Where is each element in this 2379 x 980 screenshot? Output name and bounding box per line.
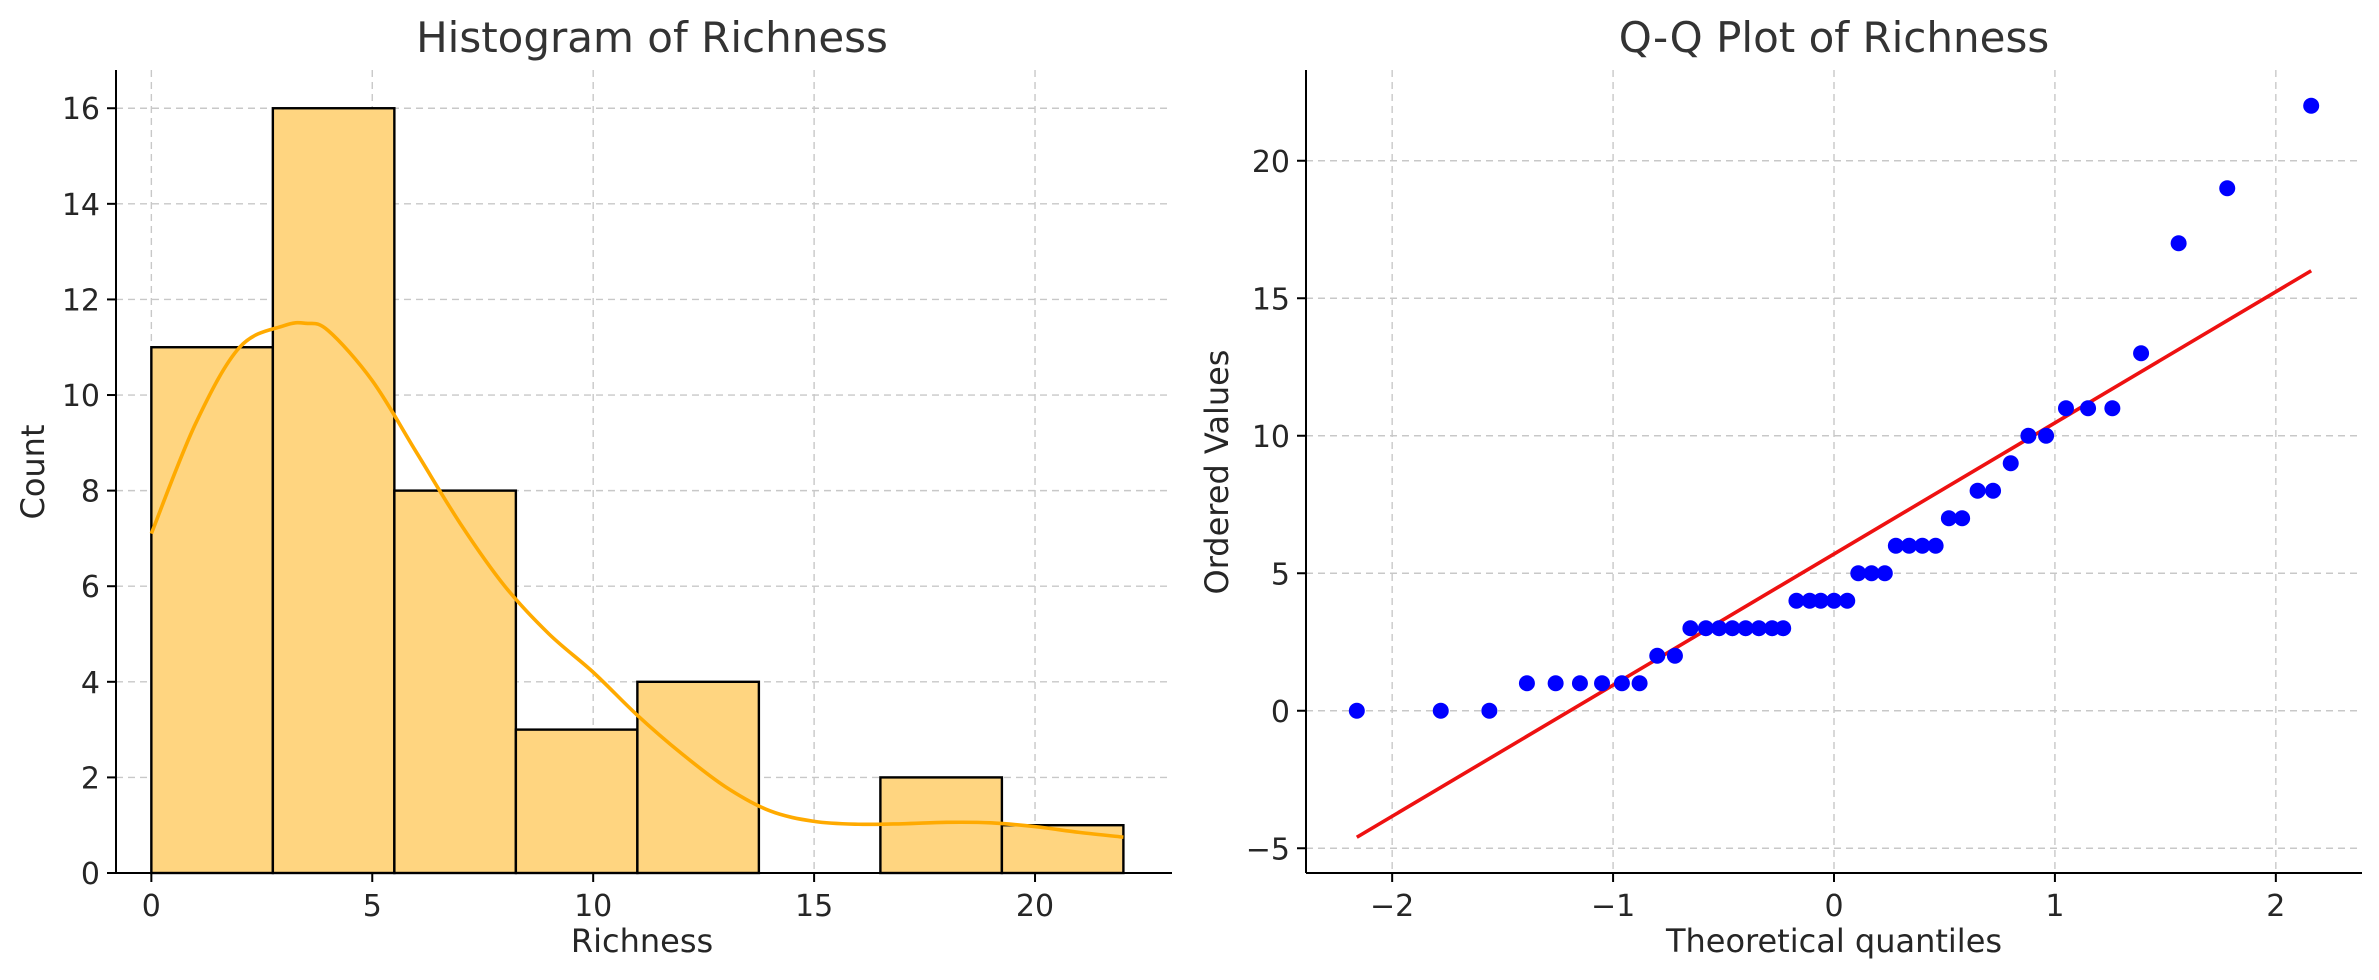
qq-point	[1682, 620, 1699, 637]
qq-plot-panel: Q-Q Plot of Richness −2 −1 0 1 2 −5 0 5 10 15 20 T…	[1198, 13, 2362, 960]
qq-plot-grid	[1306, 70, 2362, 873]
qq-fit-line	[1355, 269, 2313, 839]
histogram-bar	[393, 489, 518, 875]
hist-x-tick-label: 5	[363, 889, 382, 924]
histogram-bar	[271, 107, 396, 875]
qq-point	[1613, 675, 1630, 692]
qq-y-tick-label: 15	[1252, 282, 1290, 317]
qq-point	[2104, 400, 2121, 417]
qq-y-tick-label: 0	[1271, 695, 1290, 730]
qq-plot-points	[1348, 97, 2320, 719]
qq-point	[1631, 675, 1648, 692]
qq-y-tick-label: 10	[1252, 420, 1290, 455]
qq-point	[1594, 675, 1611, 692]
qq-point	[1571, 675, 1588, 692]
qq-point	[1750, 620, 1767, 637]
qq-x-tick-label: 2	[2266, 889, 2285, 924]
qq-point	[1927, 537, 1944, 554]
histogram-title: Histogram of Richness	[416, 13, 888, 62]
histogram-bars	[150, 107, 1125, 875]
qq-x-tick-label: −1	[1591, 889, 1635, 924]
qq-point	[1985, 482, 2002, 499]
qq-point	[1901, 537, 1918, 554]
hist-y-tick-label: 8	[81, 475, 100, 510]
hist-y-tick-label: 16	[62, 92, 100, 127]
qq-point	[1775, 620, 1792, 637]
qq-point	[1826, 592, 1842, 609]
qq-point	[1850, 565, 1867, 582]
qq-point	[2133, 345, 2150, 362]
qq-point	[2002, 455, 2019, 472]
hist-x-tick-label: 0	[142, 889, 161, 924]
qq-point	[1432, 702, 1449, 719]
qq-point	[1764, 620, 1781, 637]
qq-point	[2219, 180, 2236, 197]
hist-x-tick-label: 10	[574, 889, 612, 924]
qq-x-tick-label: 1	[2045, 889, 2064, 924]
hist-y-tick-label: 14	[62, 188, 100, 223]
hist-y-tick-label: 12	[62, 283, 100, 318]
qq-point	[1737, 620, 1754, 637]
qq-point	[2080, 400, 2097, 417]
histogram-bar	[1000, 824, 1125, 875]
qq-point	[1914, 537, 1931, 554]
qq-point	[1649, 647, 1666, 664]
qq-point	[1348, 702, 1365, 719]
qq-point	[1812, 592, 1829, 609]
qq-point	[1724, 620, 1741, 637]
qq-point	[1863, 565, 1880, 582]
qq-point	[1940, 510, 1957, 527]
hist-y-tick-label: 0	[81, 857, 100, 892]
qq-point	[1969, 482, 1986, 499]
qq-point	[1788, 592, 1805, 609]
qq-y-axis-label: Ordered Values	[1198, 350, 1236, 595]
qq-point	[1876, 565, 1893, 582]
qq-point	[1697, 620, 1714, 637]
hist-y-tick-label: 10	[62, 379, 100, 414]
qq-plot-axes: −2 −1 0 1 2 −5 0 5 10 15 20	[1246, 70, 2362, 924]
qq-x-tick-label: −2	[1370, 889, 1414, 924]
histogram-x-axis-label: Richness	[571, 922, 713, 960]
histogram-bar	[150, 346, 275, 875]
qq-point	[1954, 510, 1971, 527]
qq-x-tick-label: 0	[1824, 889, 1843, 924]
histogram-axes: 0 5 10 15 20 0 2 4 6 8 10 12 14 16	[62, 70, 1172, 924]
qq-point	[2170, 235, 2187, 252]
hist-x-tick-label: 20	[1016, 889, 1054, 924]
hist-x-tick-label: 15	[795, 889, 833, 924]
qq-point	[1839, 592, 1856, 609]
hist-y-tick-label: 2	[81, 761, 100, 796]
histogram-y-axis-label: Count	[14, 424, 52, 519]
qq-point	[2038, 427, 2055, 444]
qq-point	[1666, 647, 1683, 664]
qq-y-tick-label: 20	[1252, 145, 1290, 180]
qq-x-axis-label: Theoretical quantiles	[1665, 922, 2002, 960]
histogram-bar	[514, 728, 639, 875]
histogram-bar	[636, 680, 761, 875]
qq-point	[1481, 702, 1498, 719]
qq-point	[2020, 427, 2037, 444]
qq-y-tick-label: −5	[1246, 832, 1290, 867]
qq-point	[1518, 675, 1535, 692]
qq-point	[1887, 537, 1904, 554]
kde-curve	[149, 320, 1124, 839]
qq-plot-title: Q-Q Plot of Richness	[1619, 13, 2049, 62]
qq-point	[2057, 400, 2074, 417]
qq-point	[1547, 675, 1564, 692]
qq-point	[2303, 97, 2320, 114]
hist-y-tick-label: 6	[81, 570, 100, 605]
histogram-panel: Histogram of Richness 0 5 10 15 20 0 2 4 6 8 10 12 1…	[14, 13, 1172, 960]
qq-point	[1801, 592, 1818, 609]
hist-y-tick-label: 4	[81, 666, 100, 701]
qq-y-tick-label: 5	[1271, 557, 1290, 592]
qq-point	[1711, 620, 1728, 637]
